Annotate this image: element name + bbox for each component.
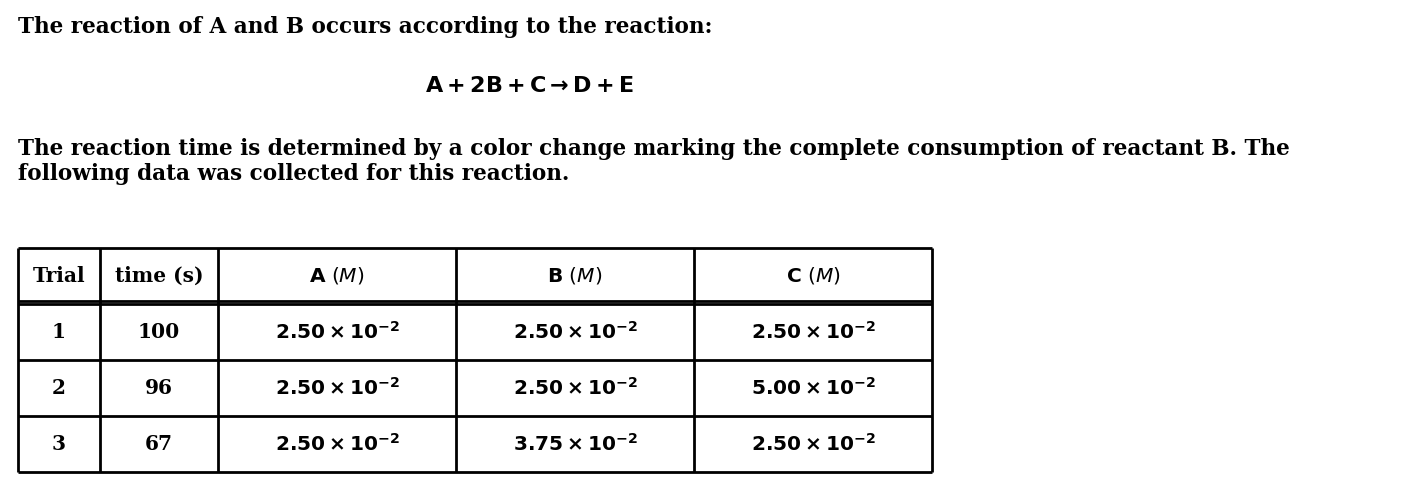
Text: 96: 96 <box>145 378 172 398</box>
Text: $\bf{B}\ \it{(M)}$: $\bf{B}\ \it{(M)}$ <box>547 266 602 286</box>
Text: The reaction of A and B occurs according to the reaction:: The reaction of A and B occurs according… <box>19 16 712 38</box>
Text: $\mathbf{5.00 \times 10^{-2}}$: $\mathbf{5.00 \times 10^{-2}}$ <box>750 377 876 399</box>
Text: Trial: Trial <box>33 266 85 286</box>
Text: $\bf{A}\ \it{(M)}$: $\bf{A}\ \it{(M)}$ <box>309 266 365 286</box>
Text: $\mathbf{A + 2B + C \rightarrow D + E}$: $\mathbf{A + 2B + C \rightarrow D + E}$ <box>426 75 635 97</box>
Text: $\mathbf{2.50 \times 10^{-2}}$: $\mathbf{2.50 \times 10^{-2}}$ <box>275 433 400 455</box>
Text: 1: 1 <box>53 322 66 342</box>
Text: time (s): time (s) <box>115 266 204 286</box>
Text: 67: 67 <box>145 434 172 454</box>
Text: $\mathbf{2.50 \times 10^{-2}}$: $\mathbf{2.50 \times 10^{-2}}$ <box>275 377 400 399</box>
Text: $\bf{C}\ \it{(M)}$: $\bf{C}\ \it{(M)}$ <box>786 266 840 286</box>
Text: The reaction time is determined by a color change marking the complete consumpti: The reaction time is determined by a col… <box>19 138 1290 160</box>
Text: 100: 100 <box>138 322 179 342</box>
Text: $\mathbf{2.50 \times 10^{-2}}$: $\mathbf{2.50 \times 10^{-2}}$ <box>750 321 876 343</box>
Text: 2: 2 <box>53 378 66 398</box>
Text: $\mathbf{2.50 \times 10^{-2}}$: $\mathbf{2.50 \times 10^{-2}}$ <box>275 321 400 343</box>
Text: following data was collected for this reaction.: following data was collected for this re… <box>19 163 570 185</box>
Text: $\mathbf{2.50 \times 10^{-2}}$: $\mathbf{2.50 \times 10^{-2}}$ <box>513 377 638 399</box>
Text: $\mathbf{2.50 \times 10^{-2}}$: $\mathbf{2.50 \times 10^{-2}}$ <box>513 321 638 343</box>
Text: $\mathbf{3.75 \times 10^{-2}}$: $\mathbf{3.75 \times 10^{-2}}$ <box>513 433 638 455</box>
Text: $\mathbf{2.50 \times 10^{-2}}$: $\mathbf{2.50 \times 10^{-2}}$ <box>750 433 876 455</box>
Text: 3: 3 <box>53 434 66 454</box>
